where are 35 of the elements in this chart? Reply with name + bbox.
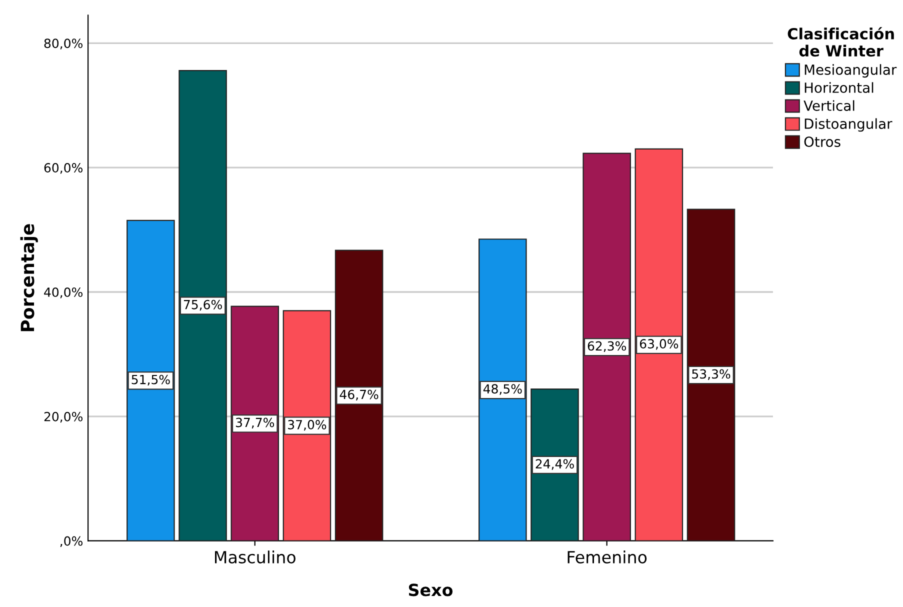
bar	[126, 220, 175, 541]
y-tick-label: 40,0%	[44, 287, 82, 298]
y-tick-label: 60,0%	[44, 163, 82, 174]
x-tick-label: Masculino	[215, 550, 296, 564]
bar	[582, 152, 631, 541]
data-label: 24,4%	[536, 459, 574, 470]
data-label: 46,7%	[340, 390, 378, 400]
legend-label: Mesioangular	[804, 64, 897, 78]
bar	[282, 310, 332, 541]
data-label: 62,3%	[588, 341, 626, 352]
legend-title: Clasificación de Winter	[788, 27, 894, 57]
data-label: 63,0%	[640, 339, 678, 350]
bar	[634, 148, 684, 541]
bar	[334, 250, 384, 541]
y-tick-label: ,0%	[60, 536, 82, 548]
y-tick-label: 20,0%	[44, 412, 82, 423]
bar	[686, 208, 736, 541]
y-tick-label: 80,0%	[44, 38, 82, 50]
legend-label: Vertical	[804, 100, 854, 111]
x-tick-label: Femenino	[568, 550, 647, 564]
bar	[178, 70, 227, 541]
data-label: 53,3%	[692, 369, 730, 380]
data-label: 75,6%	[184, 300, 222, 311]
legend-label: Horizontal	[804, 82, 874, 93]
legend-label: Otros	[804, 136, 840, 148]
data-label: 48,5%	[483, 384, 522, 395]
bar	[230, 306, 280, 541]
legend-label: Distoangular	[804, 118, 892, 132]
data-label: 51,5%	[132, 374, 170, 386]
y-axis-title: Porcentaje	[20, 224, 38, 332]
data-label: 37,7%	[236, 418, 274, 428]
bar	[478, 238, 527, 541]
data-label: 37,0%	[288, 420, 326, 431]
x-axis-title: Sexo	[408, 584, 453, 596]
bar	[530, 388, 579, 541]
